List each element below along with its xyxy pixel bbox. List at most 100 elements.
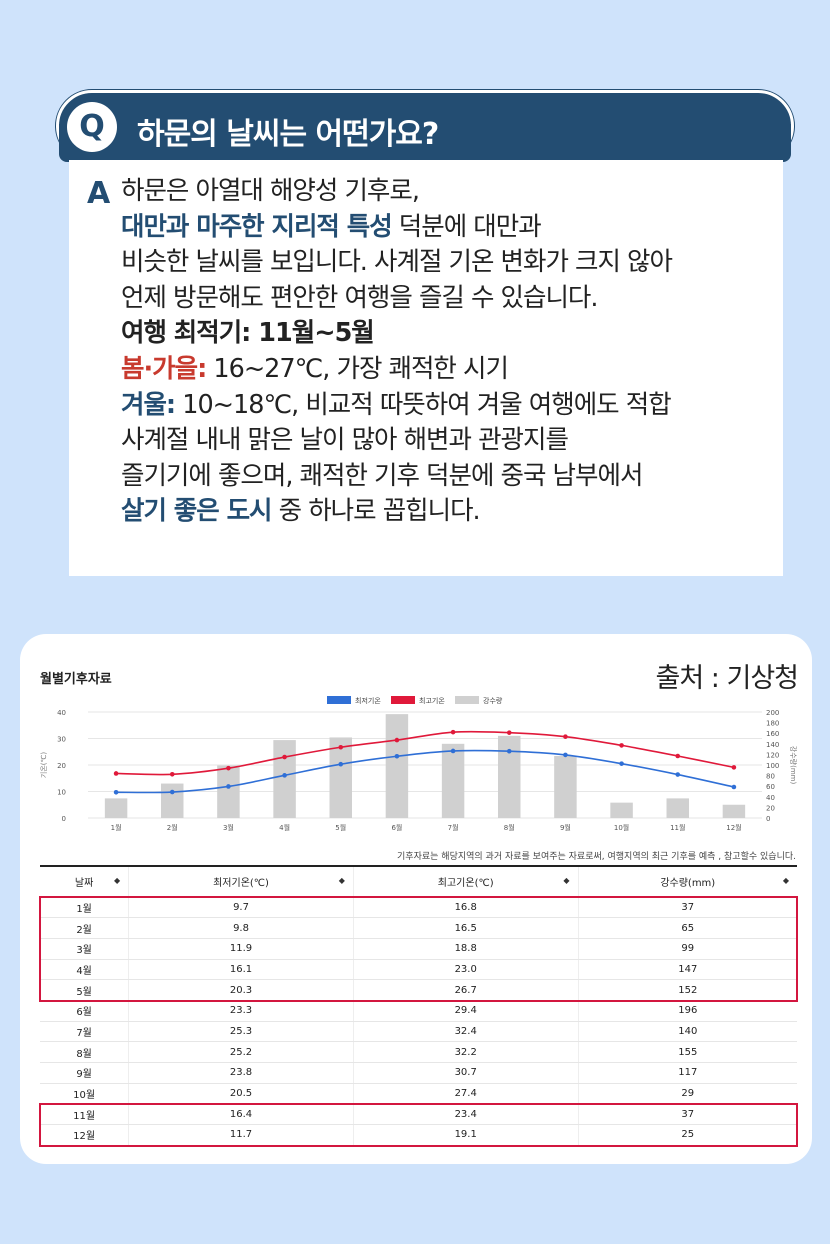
- table-row: 5월 20.3 26.7 152: [40, 979, 797, 1001]
- x-tick-label: 2월: [167, 823, 178, 832]
- cell-precip: 152: [578, 979, 797, 1001]
- y2-tick-label: 180: [766, 720, 779, 728]
- cell-precip: 117: [578, 1062, 797, 1084]
- precip-bar: [161, 783, 184, 818]
- table-row: 8월 25.2 32.2 155: [40, 1041, 797, 1063]
- max-temp-point: [506, 730, 512, 735]
- answer-text: 하문은 아열대 해양성 기후로, 대만과 마주한 지리적 특성 덕분에 대만과 …: [121, 174, 771, 530]
- table-row: 7월 25.3 32.4 140: [40, 1021, 797, 1043]
- x-tick-label: 4월: [279, 823, 290, 832]
- highlight-box-winter: [39, 1103, 798, 1147]
- max-temp-point: [619, 743, 624, 748]
- cell-min-temp: 25.2: [128, 1041, 354, 1063]
- cell-date: 11월: [40, 1103, 130, 1126]
- table-row: 2월 9.8 16.5 65: [40, 917, 797, 939]
- cell-precip: 99: [578, 938, 797, 960]
- precip-bar: [666, 798, 689, 818]
- best-season-line: 여행 최적기: 11월~5월: [121, 318, 375, 349]
- y2-axis-title: 강수량(mm): [789, 746, 798, 785]
- sort-icon[interactable]: ◆: [338, 876, 345, 885]
- header-min-temp[interactable]: 최저기온(℃) ◆: [128, 867, 354, 898]
- cell-precip: 37: [578, 1103, 797, 1126]
- min-temp-point: [450, 748, 456, 754]
- cell-max-temp: 32.4: [353, 1021, 579, 1043]
- cell-min-temp: 9.7: [128, 897, 354, 919]
- min-temp-point: [113, 789, 119, 795]
- max-temp-point: [226, 765, 231, 771]
- legend-swatch: [327, 696, 351, 704]
- y2-tick-label: 0: [766, 815, 770, 823]
- precip-bar: [554, 755, 577, 818]
- legend-label: 최고기온: [419, 696, 445, 705]
- cell-precip: 155: [578, 1041, 797, 1063]
- cell-date: 3월: [40, 938, 130, 960]
- cell-min-temp: 20.3: [128, 979, 354, 1001]
- cell-date: 5월: [40, 979, 130, 1001]
- cell-min-temp: 11.7: [128, 1124, 354, 1146]
- cell-date: 6월: [40, 1000, 130, 1022]
- header-date[interactable]: 날짜 ◆: [40, 867, 130, 898]
- min-temp-point: [675, 772, 681, 777]
- min-temp-point: [563, 752, 568, 758]
- precip-bar: [610, 802, 633, 818]
- precip-bar: [722, 804, 746, 818]
- x-tick-label: 11월: [670, 823, 685, 832]
- chart-title: 월별기후자료: [40, 672, 112, 687]
- precip-bar: [441, 743, 465, 818]
- max-temp-point: [282, 754, 287, 760]
- cell-precip: 196: [578, 1000, 797, 1022]
- y2-tick-label: 140: [766, 741, 779, 749]
- y2-tick-label: 80: [766, 773, 775, 781]
- max-temp-point: [731, 765, 737, 770]
- y2-tick-label: 60: [766, 783, 775, 791]
- q-badge-icon: Q: [67, 102, 117, 152]
- cell-precip: 29: [578, 1083, 797, 1105]
- question-header: Q 하문의 날씨는 어떤가요?: [56, 90, 794, 162]
- cell-max-temp: 29.4: [353, 1000, 579, 1022]
- y-axis-title: 기온(℃): [39, 752, 48, 778]
- y-tick-label: 0: [62, 815, 66, 823]
- precip-bar: [104, 798, 128, 818]
- y-tick-label: 20: [57, 762, 66, 770]
- y2-tick-label: 160: [766, 730, 779, 738]
- min-temp-point: [226, 784, 231, 789]
- spring-fall-label: 봄·가을:: [121, 353, 207, 384]
- cell-precip: 147: [578, 959, 797, 981]
- climate-card: 월별기후자료 출처 : 기상청 0 10 20 30 40 0 20 40 60 80 100 120…: [20, 634, 812, 1164]
- y-tick-label: 30: [57, 736, 66, 744]
- cell-max-temp: 32.2: [353, 1041, 579, 1063]
- legend-swatch: [455, 696, 479, 704]
- table-row: 12월 11.7 19.1 25: [40, 1124, 797, 1146]
- cell-min-temp: 23.8: [128, 1062, 354, 1084]
- answer-line-9: 즐기기에 좋으며, 쾌적한 기후 덕분에 중국 남부에서: [121, 460, 643, 491]
- cell-precip: 25: [578, 1124, 797, 1146]
- cell-max-temp: 16.5: [353, 917, 579, 939]
- sort-icon[interactable]: ◆: [563, 876, 570, 885]
- precip-bar: [498, 735, 521, 818]
- min-temp-point: [394, 753, 400, 759]
- header-max-temp[interactable]: 최고기온(℃) ◆: [353, 867, 579, 898]
- table-row: 3월 11.9 18.8 99: [40, 938, 797, 960]
- min-temp-line: [116, 749, 735, 794]
- sort-icon[interactable]: ◆: [782, 876, 789, 885]
- max-temp-point: [169, 771, 175, 777]
- y-tick-label: 40: [57, 709, 66, 717]
- cell-date: 2월: [40, 917, 130, 939]
- min-temp-point: [506, 748, 512, 754]
- table-row: 11월 16.4 23.4 37: [40, 1103, 797, 1126]
- x-tick-label: 1월: [111, 823, 122, 832]
- header-precip[interactable]: 강수량(mm) ◆: [578, 867, 797, 898]
- y2-tick-label: 40: [766, 794, 775, 802]
- legend-swatch: [391, 696, 415, 704]
- chart-source: 출처 : 기상청: [655, 663, 799, 694]
- sort-icon[interactable]: ◆: [114, 876, 121, 885]
- y2-tick-label: 100: [766, 762, 779, 770]
- cell-date: 8월: [40, 1041, 130, 1063]
- table-row: 9월 23.8 30.7 117: [40, 1062, 797, 1084]
- cell-max-temp: 26.7: [353, 979, 579, 1001]
- cell-date: 12월: [40, 1124, 130, 1146]
- question-title: 하문의 날씨는 어떤가요?: [137, 117, 439, 152]
- answer-line-3: 비슷한 날씨를 보입니다. 사계절 기온 변화가 크지 않아: [121, 247, 673, 278]
- cell-min-temp: 11.9: [128, 938, 354, 960]
- x-tick-label: 7월: [448, 823, 459, 832]
